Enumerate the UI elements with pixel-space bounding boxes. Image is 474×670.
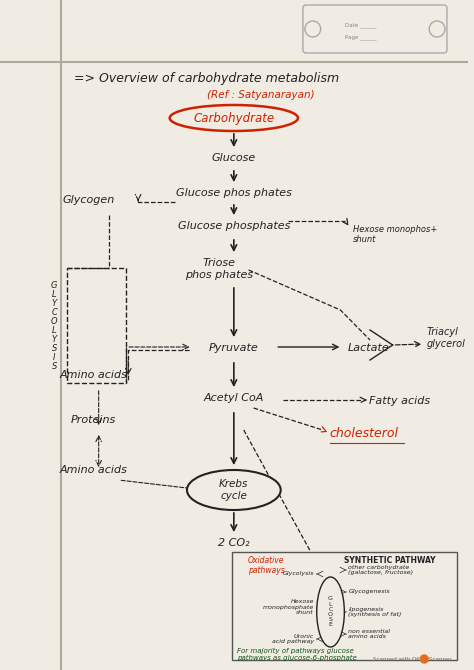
FancyBboxPatch shape [232, 552, 457, 660]
Text: Glucose phos phates: Glucose phos phates [176, 188, 292, 198]
Text: Oxidative
pathways: Oxidative pathways [248, 556, 285, 576]
Text: (Ref : Satyanarayan): (Ref : Satyanarayan) [207, 90, 315, 100]
Ellipse shape [187, 470, 281, 510]
FancyBboxPatch shape [303, 5, 447, 53]
Text: Glycolysis: Glycolysis [283, 572, 314, 576]
Text: Hexose monophos+
shunt: Hexose monophos+ shunt [353, 225, 438, 245]
Text: Pyruvate: Pyruvate [209, 343, 259, 353]
Text: non essential
amino acids: non essential amino acids [348, 628, 390, 639]
Circle shape [305, 21, 321, 37]
Text: Triacyl
glycerol: Triacyl glycerol [426, 327, 465, 349]
Text: Hexose
monophosphate
shunt: Hexose monophosphate shunt [263, 599, 314, 615]
Text: cholesterol: cholesterol [329, 427, 399, 440]
Text: Krebs
cycle: Krebs cycle [219, 479, 248, 500]
Circle shape [420, 655, 428, 663]
Text: => Overview of carbohydrate metabolism: => Overview of carbohydrate metabolism [74, 72, 339, 85]
Text: G
L
C
O
S
E: G L C O S E [328, 596, 333, 628]
Ellipse shape [170, 105, 298, 131]
Text: Acetyl CoA: Acetyl CoA [204, 393, 264, 403]
Ellipse shape [317, 577, 344, 647]
Text: other carbohydrate
(galactose, fructose): other carbohydrate (galactose, fructose) [348, 565, 413, 576]
Text: Date ______: Date ______ [346, 22, 377, 27]
Text: Proteins: Proteins [71, 415, 116, 425]
Text: Glucose: Glucose [212, 153, 256, 163]
Text: Lactate: Lactate [347, 343, 389, 353]
Text: Fatty acids: Fatty acids [369, 396, 430, 406]
Text: 2 CO₂: 2 CO₂ [218, 538, 250, 548]
Text: Scanned with OKEN Scanner: Scanned with OKEN Scanner [373, 657, 452, 662]
Text: For majority of pathways glucose
pathways as glucose-6-phosphate: For majority of pathways glucose pathway… [237, 648, 356, 661]
Text: Page ______: Page ______ [346, 34, 377, 40]
Text: G
L
Y
C
O
L
Y
S
I
S: G L Y C O L Y S I S [51, 281, 57, 371]
Text: Triose
phos phates: Triose phos phates [185, 258, 253, 279]
Text: Amino acids: Amino acids [60, 370, 128, 380]
Text: Glycogenesis: Glycogenesis [348, 590, 390, 594]
Text: Glucose phosphates: Glucose phosphates [178, 221, 290, 231]
Text: Carbohydrate: Carbohydrate [193, 111, 274, 125]
Text: Uronic
acid pathway: Uronic acid pathway [272, 634, 314, 645]
Text: Amino acids: Amino acids [60, 465, 128, 475]
Text: lipogenesis
(synthesis of fat): lipogenesis (synthesis of fat) [348, 606, 401, 617]
Text: Glycogen: Glycogen [63, 195, 115, 205]
Circle shape [429, 21, 445, 37]
Text: SYNTHETIC PATHWAY: SYNTHETIC PATHWAY [344, 556, 436, 565]
